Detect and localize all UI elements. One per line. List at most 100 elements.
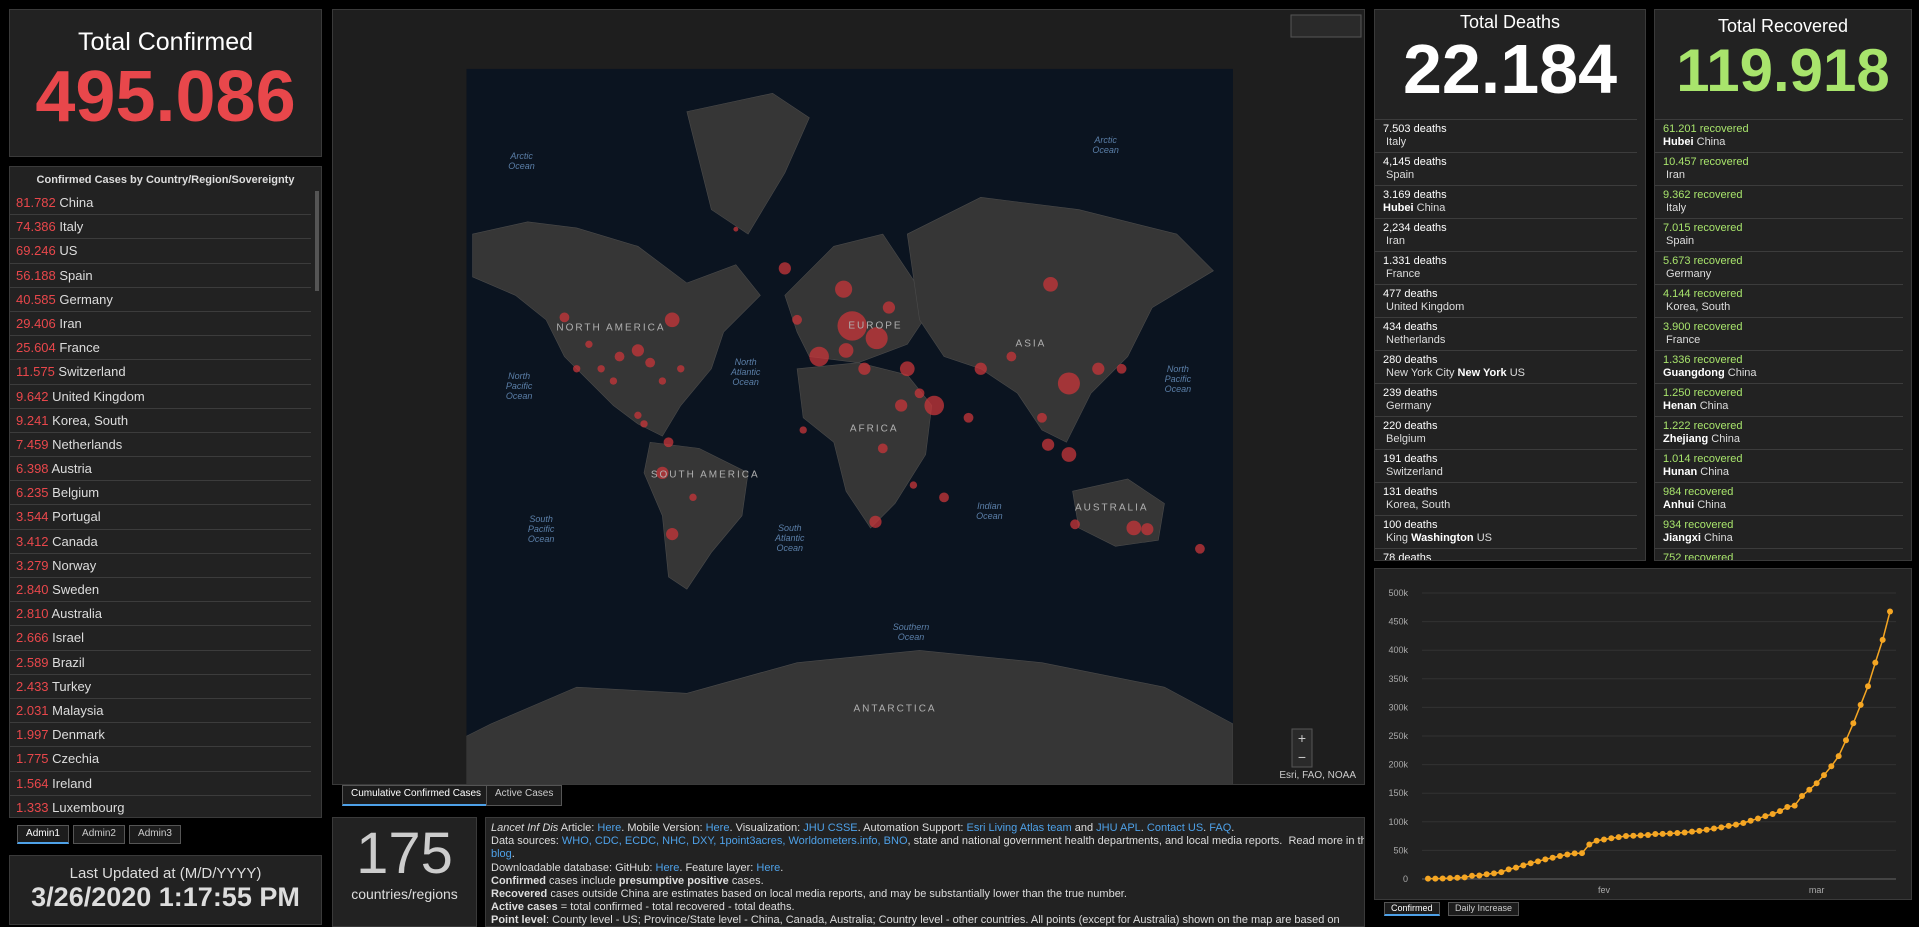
- count: 61.201: [1663, 123, 1697, 135]
- map-layer: [466, 68, 1234, 784]
- list-row: 752 recovered: [1655, 549, 1903, 560]
- point: [1872, 659, 1879, 666]
- count: 78: [1383, 552, 1396, 561]
- y-tick-label: 300k: [1388, 702, 1408, 712]
- case-marker: [939, 492, 949, 503]
- point: [1476, 872, 1483, 879]
- point: [1762, 813, 1769, 820]
- case-marker: [799, 426, 807, 434]
- landmass: [686, 92, 810, 235]
- count: 4,145: [1383, 156, 1411, 168]
- country-name: Israel: [52, 630, 84, 646]
- place-country: China: [1696, 136, 1726, 148]
- landmass: [466, 650, 1234, 784]
- map-tab[interactable]: Cumulative Confirmed Cases: [342, 785, 491, 806]
- place-country: Germany: [1666, 268, 1712, 280]
- ocean-label: North Pacific Ocean: [505, 370, 533, 401]
- toolbar: [1290, 14, 1362, 38]
- row-place: Switzerland: [1383, 466, 1637, 479]
- list-row: 2,234 deaths Iran: [1375, 219, 1637, 252]
- unit: recovered: [1693, 453, 1743, 465]
- point: [1535, 858, 1541, 865]
- point: [1557, 853, 1563, 860]
- point: [1813, 780, 1820, 787]
- list-row: 29.406 Iran: [10, 312, 311, 337]
- admin-tab[interactable]: Admin3: [129, 825, 181, 844]
- point: [1740, 820, 1747, 827]
- link[interactable]: Here: [655, 861, 680, 874]
- row-place: Jiangxi China: [1663, 532, 1903, 545]
- updated-label: Last Updated at (M/D/YYYY): [69, 865, 262, 882]
- panel-title: Total Recovered: [1717, 16, 1849, 36]
- case-marker: [609, 377, 618, 385]
- unit: recovered: [1693, 321, 1743, 333]
- case-marker: [634, 411, 642, 419]
- row-place: Iran: [1663, 169, 1903, 182]
- list-row: 191 deaths Switzerland: [1375, 450, 1637, 483]
- place-country: Italy: [1666, 202, 1687, 214]
- zoom-out[interactable]: −: [1297, 749, 1307, 765]
- link[interactable]: JHU APL: [1096, 822, 1141, 834]
- total-value: 119.918: [1676, 37, 1890, 104]
- count: 477: [1383, 288, 1402, 300]
- unit: recovered: [1684, 519, 1734, 531]
- unit: deaths: [1404, 519, 1438, 531]
- point: [1645, 832, 1651, 839]
- list-row: 2.433 Turkey: [10, 675, 311, 699]
- row-place: Spain: [1663, 235, 1903, 248]
- case-marker: [865, 327, 888, 350]
- row-place: France: [1383, 268, 1637, 281]
- count: 1.336: [1663, 354, 1691, 366]
- point: [1689, 828, 1695, 835]
- count: 7.503: [1383, 123, 1411, 135]
- link[interactable]: JHU CSSE: [803, 822, 858, 834]
- case-count: 3.279: [16, 557, 49, 573]
- y-tick-label: 500k: [1388, 588, 1408, 598]
- zoom-in[interactable]: +: [1297, 730, 1307, 746]
- text: .: [1203, 822, 1210, 834]
- list-row: 2.589 Brazil: [10, 651, 311, 675]
- deaths-panel: Total Deaths 22.184 7.503 deaths Italy 4,…: [1374, 9, 1646, 561]
- list-row: 1.775 Czechia: [10, 747, 311, 772]
- text: Article:: [558, 822, 598, 834]
- text: Recovered: [491, 888, 548, 901]
- list-row: 220 deaths Belgium: [1375, 417, 1637, 450]
- point: [1674, 830, 1681, 837]
- unit: recovered: [1699, 156, 1749, 168]
- link[interactable]: Here: [756, 861, 781, 874]
- map-tab[interactable]: Active Cases: [486, 785, 563, 806]
- link[interactable]: blog: [491, 848, 512, 861]
- row-count: 752 recovered: [1663, 552, 1903, 560]
- text: cases outside China are estimates based …: [547, 888, 1127, 901]
- land: [466, 92, 1234, 784]
- case-count: 6.398: [16, 461, 49, 477]
- case-count: 2.840: [16, 582, 49, 597]
- case-marker: [640, 420, 648, 428]
- count-panel: 175 countries/regions: [332, 817, 477, 927]
- ocean-label: North Pacific Ocean: [1164, 363, 1192, 394]
- link[interactable]: Contact US: [1146, 822, 1204, 834]
- unit: recovered: [1693, 288, 1743, 300]
- chart-panel: 0 50k 100k 150k 200k 250k 300k 350k 400k 450k 500k…: [1374, 568, 1912, 900]
- case-marker: [924, 395, 945, 416]
- text: Point level: [491, 914, 547, 927]
- point: [1469, 872, 1475, 879]
- point: [1887, 608, 1893, 615]
- link[interactable]: WHO, CDC, ECDC, NHC, DXY, 1point3acres, …: [561, 835, 908, 848]
- link[interactable]: Esri Living Atlas team: [966, 822, 1072, 834]
- country-name: Belgium: [52, 485, 100, 501]
- text: . Visualization:: [729, 822, 804, 834]
- ocean-label: Arctic Ocean: [1092, 134, 1119, 155]
- link[interactable]: FAQ: [1209, 822, 1232, 834]
- list-row: 3.279 Norway: [10, 554, 311, 578]
- link[interactable]: Here: [597, 822, 622, 834]
- row-count: 3.900 recovered: [1663, 321, 1903, 334]
- admin-tab[interactable]: Admin1: [17, 825, 69, 844]
- place-country: China: [1703, 532, 1733, 544]
- count: 7.015: [1663, 222, 1691, 234]
- country-name: Canada: [52, 533, 98, 549]
- admin-tab[interactable]: Admin2: [73, 825, 125, 844]
- country-name: Turkey: [51, 678, 92, 694]
- text: Lancet Inf Dis: [491, 822, 559, 834]
- link[interactable]: Here: [705, 822, 730, 834]
